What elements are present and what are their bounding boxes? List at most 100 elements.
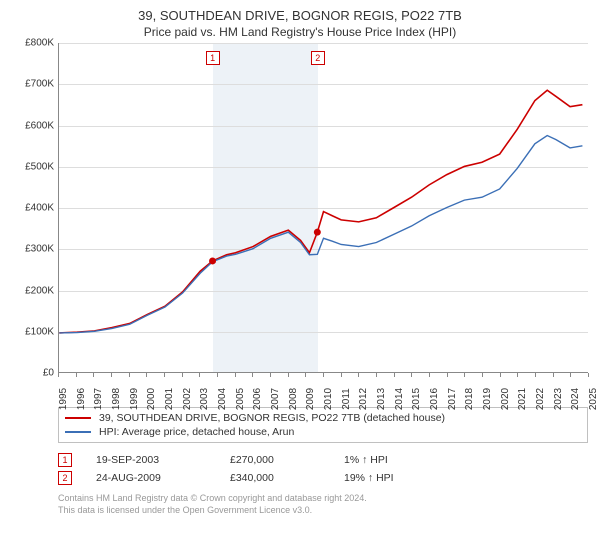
x-tick-label: 2013 — [376, 388, 387, 410]
x-tick-label: 2000 — [146, 388, 157, 410]
x-tick-label: 2003 — [199, 388, 210, 410]
y-tick-label: £200K — [25, 285, 54, 296]
x-tick-mark — [93, 373, 94, 377]
x-tick-mark — [305, 373, 306, 377]
x-tick-mark — [76, 373, 77, 377]
sale-price: £340,000 — [230, 472, 320, 484]
x-tick-mark — [111, 373, 112, 377]
chart-lines — [59, 43, 588, 372]
sale-marker-box: 2 — [311, 51, 325, 65]
x-tick-mark — [394, 373, 395, 377]
sale-relative: 19% ↑ HPI — [344, 472, 424, 484]
y-tick-label: £600K — [25, 120, 54, 131]
x-tick-label: 2019 — [482, 388, 493, 410]
x-tick-mark — [164, 373, 165, 377]
x-tick-mark — [199, 373, 200, 377]
x-tick-mark — [182, 373, 183, 377]
x-tick-label: 2001 — [164, 388, 175, 410]
y-axis: £0£100K£200K£300K£400K£500K£600K£700K£80… — [10, 43, 58, 373]
x-tick-label: 1999 — [129, 388, 140, 410]
y-tick-label: £500K — [25, 161, 54, 172]
x-tick-mark — [482, 373, 483, 377]
y-tick-label: £700K — [25, 79, 54, 90]
y-tick-label: £400K — [25, 203, 54, 214]
x-tick-label: 2023 — [553, 388, 564, 410]
sale-date: 24-AUG-2009 — [96, 472, 206, 484]
series-line-property — [59, 90, 582, 333]
x-tick-mark — [358, 373, 359, 377]
x-tick-mark — [217, 373, 218, 377]
sale-marker-box: 1 — [206, 51, 220, 65]
x-tick-mark — [58, 373, 59, 377]
chart-subtitle: Price paid vs. HM Land Registry's House … — [10, 25, 590, 39]
x-tick-label: 2014 — [394, 388, 405, 410]
sale-relative: 1% ↑ HPI — [344, 454, 424, 466]
x-tick-label: 1995 — [58, 388, 69, 410]
x-tick-mark — [429, 373, 430, 377]
x-tick-label: 1997 — [93, 388, 104, 410]
x-tick-label: 2015 — [411, 388, 422, 410]
legend: 39, SOUTHDEAN DRIVE, BOGNOR REGIS, PO22 … — [58, 407, 588, 443]
x-tick-label: 2022 — [535, 388, 546, 410]
sales-table: 1 19-SEP-2003 £270,000 1% ↑ HPI 2 24-AUG… — [58, 451, 588, 487]
x-tick-mark — [411, 373, 412, 377]
x-axis: 1995199619971998199920002001200220032004… — [58, 373, 588, 403]
legend-item-hpi: HPI: Average price, detached house, Arun — [65, 425, 581, 439]
x-tick-label: 2012 — [358, 388, 369, 410]
sale-price: £270,000 — [230, 454, 320, 466]
x-tick-mark — [341, 373, 342, 377]
x-tick-label: 2002 — [182, 388, 193, 410]
x-tick-mark — [235, 373, 236, 377]
x-tick-mark — [517, 373, 518, 377]
x-tick-label: 2008 — [288, 388, 299, 410]
x-tick-label: 2020 — [500, 388, 511, 410]
sale-marker-icon: 1 — [58, 453, 72, 467]
x-tick-mark — [535, 373, 536, 377]
x-tick-label: 2017 — [447, 388, 458, 410]
x-tick-mark — [588, 373, 589, 377]
x-tick-label: 1998 — [111, 388, 122, 410]
x-tick-mark — [500, 373, 501, 377]
series-line-hpi — [59, 136, 582, 333]
x-tick-label: 2006 — [252, 388, 263, 410]
x-tick-mark — [464, 373, 465, 377]
sale-row: 1 19-SEP-2003 £270,000 1% ↑ HPI — [58, 451, 588, 469]
x-tick-mark — [376, 373, 377, 377]
chart-title: 39, SOUTHDEAN DRIVE, BOGNOR REGIS, PO22 … — [10, 8, 590, 23]
x-tick-mark — [270, 373, 271, 377]
x-tick-mark — [447, 373, 448, 377]
y-tick-label: £300K — [25, 244, 54, 255]
legend-swatch-hpi — [65, 431, 91, 433]
x-tick-label: 2016 — [429, 388, 440, 410]
sale-marker-icon: 2 — [58, 471, 72, 485]
x-tick-label: 2021 — [517, 388, 528, 410]
sale-point-marker — [314, 229, 321, 236]
x-tick-label: 2005 — [235, 388, 246, 410]
legend-label: 39, SOUTHDEAN DRIVE, BOGNOR REGIS, PO22 … — [99, 412, 445, 424]
sale-row: 2 24-AUG-2009 £340,000 19% ↑ HPI — [58, 469, 588, 487]
title-block: 39, SOUTHDEAN DRIVE, BOGNOR REGIS, PO22 … — [10, 8, 590, 39]
x-tick-label: 1996 — [76, 388, 87, 410]
x-tick-mark — [570, 373, 571, 377]
x-tick-label: 2011 — [341, 388, 352, 410]
legend-label: HPI: Average price, detached house, Arun — [99, 426, 294, 438]
x-tick-mark — [129, 373, 130, 377]
y-tick-label: £100K — [25, 326, 54, 337]
y-tick-label: £0 — [43, 368, 54, 379]
x-tick-label: 2018 — [464, 388, 475, 410]
x-tick-mark — [553, 373, 554, 377]
footnote-line: This data is licensed under the Open Gov… — [58, 505, 312, 515]
x-tick-label: 2024 — [570, 388, 581, 410]
footnote-line: Contains HM Land Registry data © Crown c… — [58, 493, 367, 503]
x-tick-mark — [146, 373, 147, 377]
x-tick-mark — [323, 373, 324, 377]
y-tick-label: £800K — [25, 38, 54, 49]
plot-area: 12 — [58, 43, 588, 373]
legend-item-property: 39, SOUTHDEAN DRIVE, BOGNOR REGIS, PO22 … — [65, 411, 581, 425]
footnote: Contains HM Land Registry data © Crown c… — [58, 493, 588, 516]
x-tick-mark — [252, 373, 253, 377]
sale-point-marker — [209, 257, 216, 264]
chart-container: 39, SOUTHDEAN DRIVE, BOGNOR REGIS, PO22 … — [0, 0, 600, 560]
chart-area: £0£100K£200K£300K£400K£500K£600K£700K£80… — [10, 43, 590, 403]
legend-swatch-property — [65, 417, 91, 419]
